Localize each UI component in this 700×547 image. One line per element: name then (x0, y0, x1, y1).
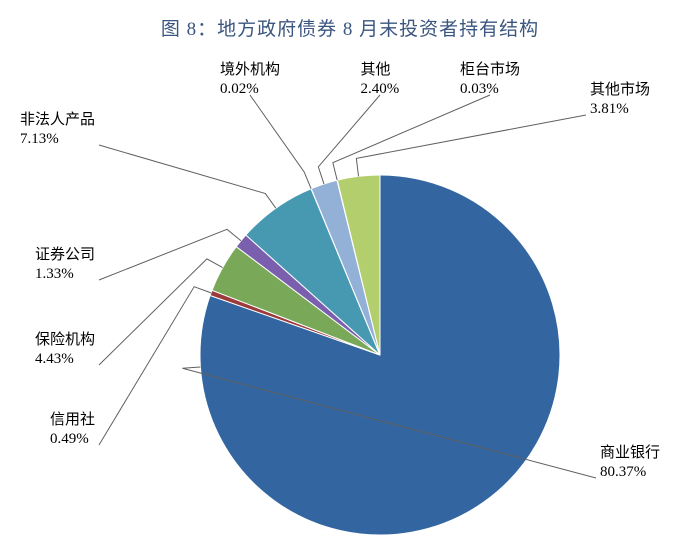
slice-label: 商业银行 80.37% (600, 444, 660, 482)
slice-label-name: 保险机构 (35, 332, 95, 348)
slice-label-percent: 1.33% (35, 265, 95, 284)
slice-label: 信用社 0.49% (50, 411, 95, 449)
slice-label-name: 非法人产品 (20, 112, 95, 128)
slice-label-name: 其他 (361, 62, 391, 78)
slice-label: 保险机构 4.43% (35, 331, 95, 369)
slice-label: 其他市场 3.81% (590, 81, 650, 119)
slice-label: 其他 2.40% (361, 61, 400, 99)
slice-label-percent: 0.49% (50, 430, 95, 449)
slice-label-name: 信用社 (50, 412, 95, 428)
slice-label-percent: 7.13% (20, 130, 95, 149)
slice-label-percent: 0.03% (460, 80, 520, 99)
slice-label-name: 商业银行 (600, 445, 660, 461)
slice-label-percent: 3.81% (590, 100, 650, 119)
slice-label-percent: 4.43% (35, 350, 95, 369)
chart-container: 图 8：地方政府债券 8 月末投资者持有结构 商业银行80.37%信用社0.49… (0, 0, 700, 547)
slice-label: 非法人产品 7.13% (20, 111, 95, 149)
slice-label-percent: 0.02% (220, 80, 280, 99)
slice-label: 柜台市场 0.03% (460, 61, 520, 99)
slice-label-percent: 2.40% (361, 80, 400, 99)
slice-label-percent: 80.37% (600, 463, 660, 482)
slice-label-name: 境外机构 (220, 62, 280, 78)
slice-label-name: 证券公司 (35, 247, 95, 263)
slice-label: 证券公司 1.33% (35, 246, 95, 284)
slice-label-name: 柜台市场 (460, 62, 520, 78)
slice-label-name: 其他市场 (590, 82, 650, 98)
slice-label: 境外机构 0.02% (220, 61, 280, 99)
